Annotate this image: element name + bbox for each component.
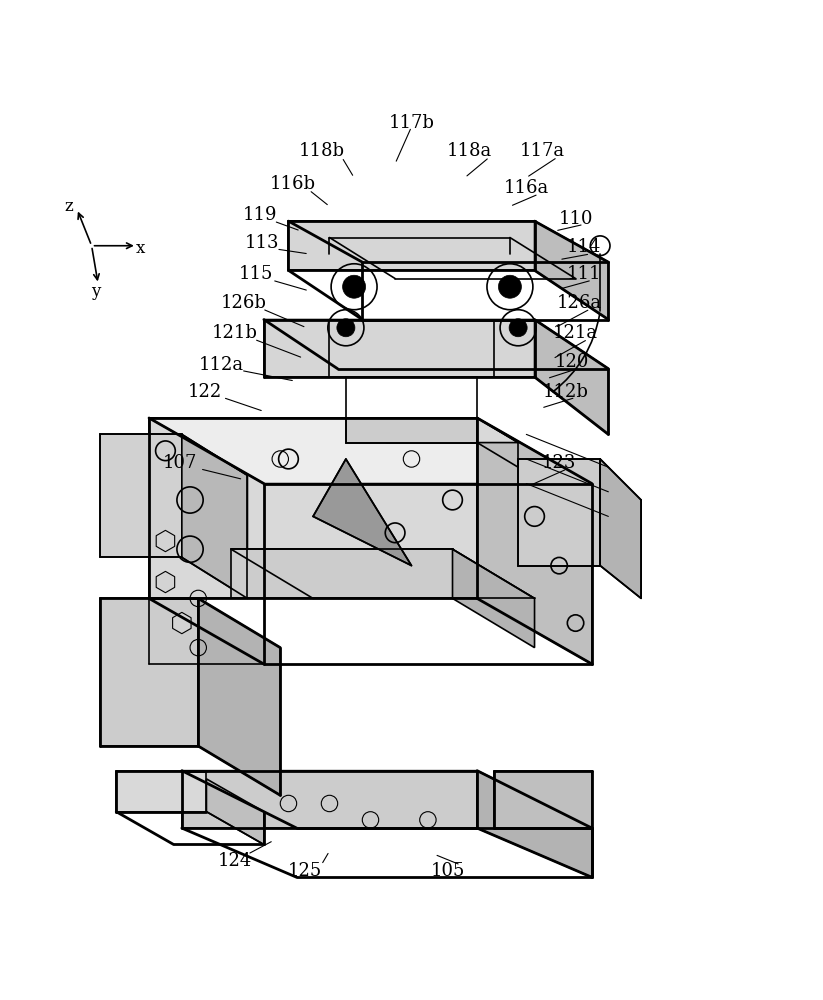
Polygon shape: [518, 459, 600, 566]
Text: 126a: 126a: [557, 294, 602, 312]
Text: 117a: 117a: [520, 142, 565, 160]
Polygon shape: [264, 320, 534, 377]
Polygon shape: [600, 459, 641, 598]
Text: 115: 115: [239, 265, 273, 283]
Text: 118a: 118a: [446, 142, 491, 160]
Polygon shape: [231, 549, 453, 598]
Polygon shape: [207, 779, 264, 844]
Polygon shape: [534, 221, 608, 320]
Polygon shape: [198, 598, 281, 795]
Circle shape: [499, 275, 522, 298]
Text: 116b: 116b: [270, 175, 315, 193]
Polygon shape: [156, 530, 174, 552]
Polygon shape: [182, 771, 592, 828]
Polygon shape: [116, 771, 207, 812]
Text: 124: 124: [218, 852, 253, 870]
Text: y: y: [91, 283, 100, 300]
Circle shape: [342, 275, 365, 298]
Polygon shape: [313, 459, 412, 566]
Polygon shape: [477, 771, 592, 877]
Polygon shape: [346, 418, 477, 443]
Polygon shape: [494, 771, 592, 828]
Text: 113: 113: [245, 234, 280, 252]
Text: 111: 111: [566, 265, 601, 283]
Text: 116a: 116a: [504, 179, 549, 197]
Text: 112b: 112b: [542, 383, 588, 401]
Text: 121b: 121b: [212, 324, 258, 342]
Polygon shape: [477, 418, 592, 664]
Text: 125: 125: [288, 862, 322, 880]
Text: 118b: 118b: [298, 142, 344, 160]
Polygon shape: [453, 549, 534, 648]
Polygon shape: [149, 418, 477, 598]
Circle shape: [509, 319, 528, 337]
Text: 120: 120: [554, 353, 588, 371]
Text: 121a: 121a: [553, 324, 598, 342]
Circle shape: [337, 319, 355, 337]
Text: 114: 114: [566, 238, 601, 256]
Polygon shape: [264, 320, 608, 369]
Polygon shape: [534, 320, 608, 434]
Polygon shape: [100, 434, 182, 557]
Polygon shape: [289, 221, 534, 270]
Polygon shape: [289, 221, 608, 262]
Polygon shape: [100, 598, 198, 746]
Polygon shape: [182, 434, 248, 598]
Text: 119: 119: [243, 206, 277, 224]
Polygon shape: [231, 549, 534, 598]
Text: 122: 122: [188, 383, 222, 401]
Text: x: x: [136, 240, 146, 257]
Text: 126b: 126b: [221, 294, 267, 312]
Text: 112a: 112a: [198, 356, 244, 374]
Text: 117b: 117b: [388, 114, 435, 132]
Text: 110: 110: [558, 210, 593, 228]
Polygon shape: [156, 571, 174, 593]
Text: z: z: [64, 198, 73, 215]
Text: 123: 123: [542, 454, 576, 472]
Text: 107: 107: [163, 454, 198, 472]
Polygon shape: [149, 418, 592, 484]
Text: 105: 105: [431, 862, 466, 880]
Polygon shape: [173, 612, 191, 634]
Polygon shape: [182, 771, 477, 828]
Polygon shape: [346, 418, 518, 443]
